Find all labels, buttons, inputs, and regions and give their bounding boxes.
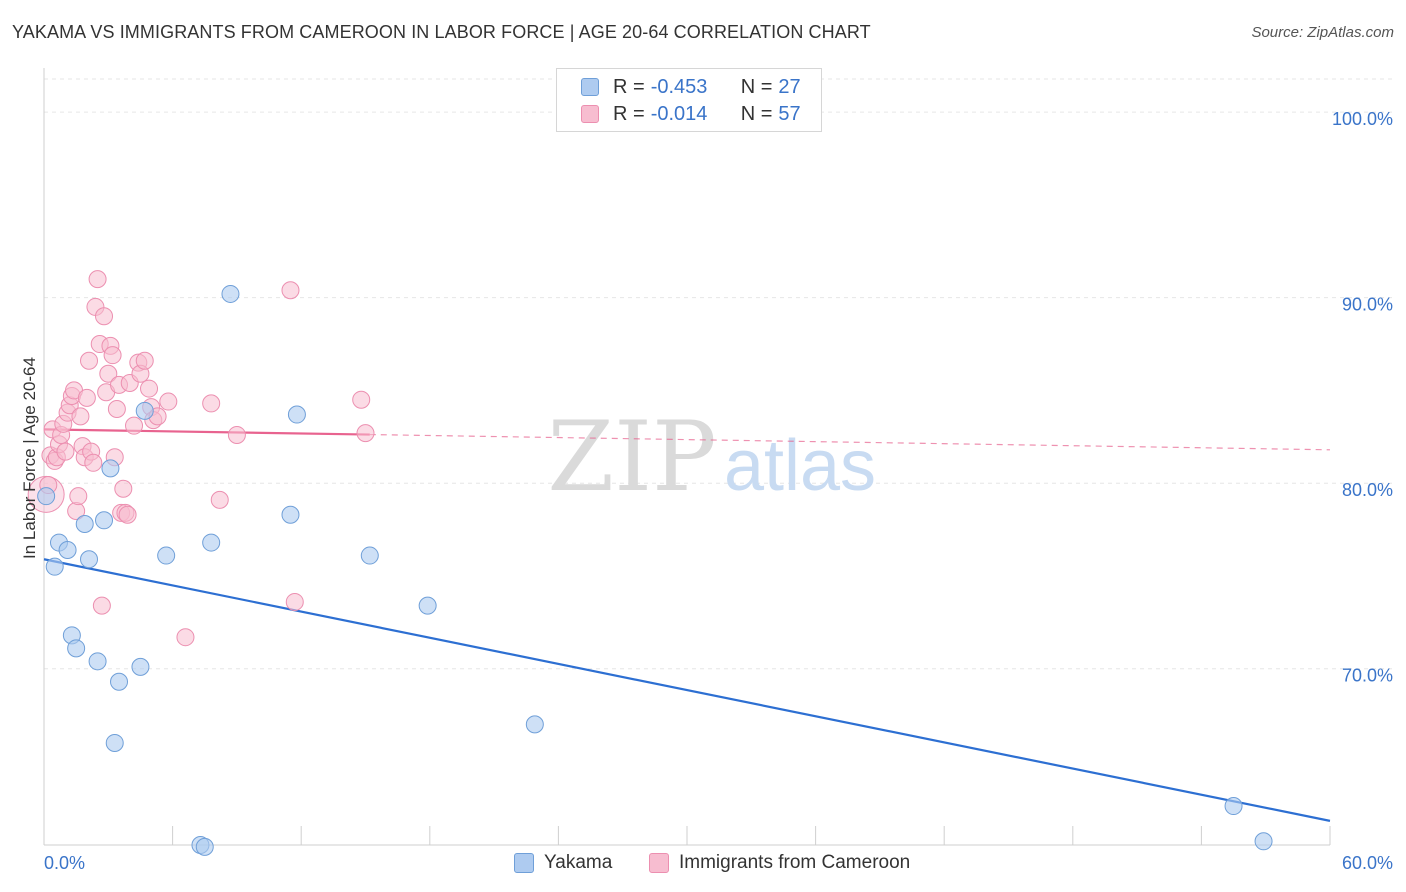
x-tick-label: 0.0%: [44, 853, 85, 873]
trend-lines: [43, 428, 1331, 822]
cameroon-point: [99, 364, 118, 383]
cameroon-point: [356, 424, 375, 443]
cameroon-point: [77, 388, 96, 407]
legend-n-value: 27: [778, 75, 801, 98]
yakama-point: [202, 533, 221, 552]
yakama-point: [1224, 797, 1243, 816]
legend-item-label: Immigrants from Cameroon: [679, 852, 911, 873]
cameroon-point: [80, 351, 99, 370]
yakama-point: [157, 546, 176, 565]
cameroon-swatch: [581, 105, 599, 123]
yakama-point: [195, 837, 214, 856]
yakama-point: [95, 511, 114, 530]
yakama-point: [101, 459, 120, 478]
yakama-point: [105, 733, 124, 752]
cameroon-point: [352, 390, 371, 409]
yakama-point: [67, 639, 86, 658]
cameroon-point: [84, 453, 103, 472]
cameroon-point: [227, 425, 246, 444]
cameroon-point: [103, 346, 122, 365]
cameroon-point: [210, 490, 229, 509]
cameroon-point: [202, 394, 221, 413]
cameroon-point: [159, 392, 178, 411]
cameroon-point: [140, 379, 159, 398]
cameroon-point: [107, 399, 126, 418]
x-tick-label: 60.0%: [1342, 853, 1393, 873]
yakama-trend-line: [43, 558, 1331, 822]
yakama-point: [131, 657, 150, 676]
chart-title: YAKAMA VS IMMIGRANTS FROM CAMEROON IN LA…: [12, 22, 871, 42]
legend-n-label: N =: [740, 75, 773, 98]
legend-r-label: R =: [613, 75, 645, 98]
yakama-swatch: [581, 78, 599, 96]
cameroon-point: [56, 442, 75, 461]
y-axis-label: In Labor Force | Age 20-64: [20, 357, 39, 559]
yakama-point: [281, 505, 300, 524]
cameroon-point: [88, 270, 107, 289]
legend-item-cameroon: Immigrants from Cameroon: [649, 852, 910, 874]
yakama-point: [88, 652, 107, 671]
cameroon-point: [285, 592, 304, 611]
y-tick-label: 100.0%: [1332, 109, 1393, 129]
legend-row-cameroon: R = -0.014 N = 57: [581, 102, 801, 126]
cameroon-legend-swatch: [649, 853, 669, 873]
yakama-point: [287, 405, 306, 424]
series-legend: Yakama Immigrants from Cameroon: [0, 852, 1406, 878]
data-points: [27, 270, 1273, 856]
legend-r-value: -0.014: [650, 102, 708, 125]
cameroon-point: [69, 487, 88, 506]
axes: [43, 68, 1331, 846]
yakama-point: [37, 487, 56, 506]
legend-r-label: R =: [613, 102, 645, 125]
watermark: ZIP atlas: [547, 401, 876, 513]
yakama-point: [418, 596, 437, 615]
cameroon-point: [118, 505, 137, 524]
cameroon-point: [71, 407, 90, 426]
cameroon-point: [135, 351, 154, 370]
cameroon-point: [281, 281, 300, 300]
y-tick-label: 80.0%: [1342, 480, 1393, 500]
y-tick-label: 70.0%: [1342, 666, 1393, 686]
tick-labels: 70.0% 80.0% 90.0% 100.0% 0.0% 60.0%: [44, 109, 1393, 873]
chart-source: Source: ZipAtlas.com: [1251, 24, 1394, 41]
yakama-point: [80, 550, 99, 569]
legend-n-value: 57: [778, 102, 801, 125]
yakama-point: [110, 672, 129, 691]
yakama-point: [1254, 832, 1273, 851]
cameroon-point: [95, 307, 114, 326]
y-tick-label: 90.0%: [1342, 295, 1393, 315]
cameroon-point: [176, 628, 195, 647]
legend-n-label: N =: [740, 102, 773, 125]
cameroon-point: [114, 479, 133, 498]
legend-r-value: -0.453: [650, 75, 708, 98]
legend-row-yakama: R = -0.453 N = 27: [581, 75, 801, 99]
yakama-point: [135, 401, 154, 420]
cameroon-point: [92, 596, 111, 615]
grid-lines: [44, 78, 1394, 670]
yakama-point: [525, 715, 544, 734]
yakama-legend-swatch: [514, 853, 534, 873]
cameroon-point: [125, 416, 144, 435]
yakama-point: [45, 557, 64, 576]
legend-item-yakama: Yakama: [514, 852, 612, 874]
yakama-point: [75, 515, 94, 534]
watermark-atlas: atlas: [724, 426, 876, 506]
yakama-point: [58, 540, 77, 559]
watermark-zip: ZIP: [547, 401, 716, 513]
yakama-point: [360, 546, 379, 565]
stats-legend: R = -0.453 N = 27 R = -0.014 N = 57: [556, 68, 822, 132]
cameroon-trend-line: [43, 428, 370, 436]
legend-item-label: Yakama: [544, 852, 613, 873]
yakama-point: [221, 284, 240, 303]
